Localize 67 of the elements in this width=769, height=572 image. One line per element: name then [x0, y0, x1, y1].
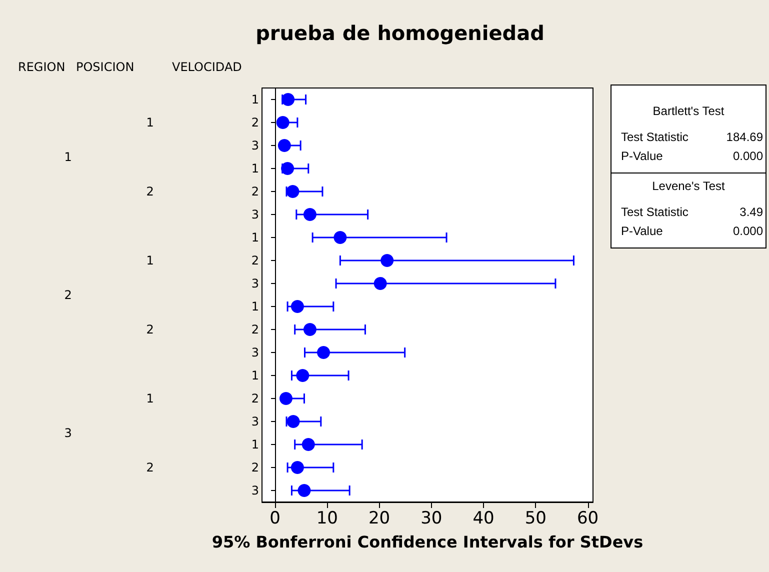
text: 184.69: [726, 130, 764, 144]
y-tick-label: 2: [251, 392, 259, 406]
text: 0.000: [732, 224, 764, 238]
point: [303, 208, 316, 221]
point: [279, 392, 292, 405]
text: Levene's Test: [652, 179, 726, 193]
y-tick-label: 3: [251, 484, 259, 498]
y-tick-label: 1: [251, 438, 259, 452]
x-tick-label: 40: [472, 508, 494, 528]
x-tick-label: 20: [368, 508, 390, 528]
text: 3.49: [740, 205, 764, 219]
y-tick-label: 2: [251, 116, 259, 130]
text: 1: [146, 254, 154, 268]
point: [290, 300, 304, 313]
text: Test Statistic: [621, 205, 688, 219]
text: 1: [146, 116, 154, 130]
point: [278, 139, 291, 152]
y-tick-label: 1: [251, 162, 259, 176]
point: [290, 461, 304, 474]
y-tick-label: 1: [251, 368, 259, 382]
text: P-Value: [621, 149, 664, 163]
y-tick-label: 1: [251, 300, 259, 314]
text: 0.000: [732, 149, 764, 163]
y-tick-label: 2: [251, 322, 259, 336]
x-tick-label: 10: [316, 508, 338, 528]
y-tick-label: 2: [251, 254, 259, 268]
point: [296, 369, 310, 382]
text: REGION: [18, 60, 66, 74]
point: [276, 116, 290, 129]
chart-title: prueba de homogeniedad: [256, 21, 544, 45]
text: VELOCIDAD: [172, 60, 242, 74]
y-tick-label: 1: [251, 230, 259, 244]
point: [334, 231, 347, 244]
text: 1: [146, 392, 154, 406]
text: 2: [64, 288, 72, 302]
y-tick-label: 3: [251, 276, 259, 290]
point: [380, 254, 394, 267]
text: POSICION: [76, 60, 134, 74]
x-tick-label: 0: [270, 508, 280, 528]
x-tick-label: 30: [420, 508, 442, 528]
point: [282, 93, 295, 106]
y-tick-label: 3: [251, 208, 259, 222]
point: [302, 438, 315, 451]
text: Test Statistic: [621, 130, 688, 144]
point: [281, 162, 294, 175]
y-tick-label: 2: [251, 184, 259, 198]
point: [286, 415, 300, 428]
text: 1: [64, 150, 72, 164]
y-tick-label: 3: [251, 346, 259, 360]
text: 2: [146, 460, 154, 474]
point: [317, 346, 330, 359]
x-axis-title: 95% Bonferroni Confidence Intervals for StDevs: [212, 532, 644, 552]
x-tick-label: 60: [576, 508, 599, 528]
text: 3: [64, 426, 72, 440]
y-tick-label: 1: [251, 92, 259, 106]
point: [303, 323, 316, 336]
text: P-Value: [621, 224, 664, 238]
point: [374, 277, 387, 290]
point: [298, 484, 311, 497]
text: 2: [146, 322, 154, 336]
x-tick-label: 50: [524, 508, 546, 528]
point: [286, 185, 300, 198]
y-tick-label: 3: [251, 138, 259, 152]
y-tick-label: 3: [251, 414, 259, 428]
text: Bartlett's Test: [652, 104, 725, 118]
y-tick-label: 2: [251, 460, 259, 474]
text: 2: [146, 184, 154, 198]
